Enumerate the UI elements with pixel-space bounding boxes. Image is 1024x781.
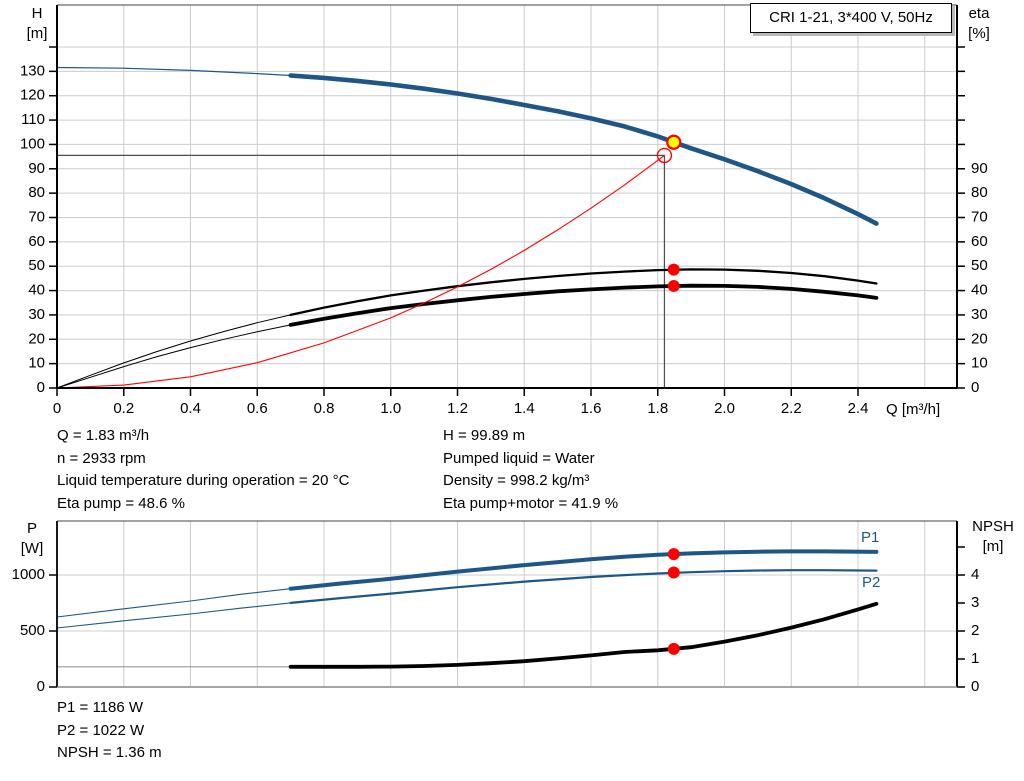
info-p2: P2 = 1022 W	[57, 721, 145, 739]
eta-operating-dot	[667, 279, 680, 292]
q-tick-label: 0.4	[180, 400, 201, 417]
h-axis-header-line1: H	[31, 5, 43, 22]
eta-tick-label: 0	[971, 379, 979, 396]
npsh-axis-header-line1: NPSH	[972, 518, 1014, 535]
npsh-tick-label: 0	[971, 678, 979, 695]
power-npsh-info: P1 = 1186 W P2 = 1022 W NPSH = 1.36 m	[57, 697, 162, 765]
operating-dot-P	[667, 566, 680, 579]
q-tick-label: 0.6	[247, 400, 268, 417]
p-tick-label: 0	[37, 678, 45, 695]
h-tick-label: 80	[28, 184, 45, 201]
h-tick-label: 130	[20, 62, 45, 79]
eta-tick-label: 60	[971, 233, 988, 250]
curve-QH	[288, 73, 879, 226]
npsh-axis-header-line2: [m]	[982, 538, 1004, 555]
h-tick-label: 30	[28, 306, 45, 323]
q-tick-label: 1.6	[581, 400, 602, 417]
curve-P2-thin	[56, 602, 292, 629]
eta-tick-label: 30	[971, 306, 988, 323]
eta-tick-label: 20	[971, 330, 988, 347]
q-tick-label: 2.0	[714, 400, 735, 417]
eta-tick-label: 80	[971, 184, 988, 201]
h-tick-label: 60	[28, 233, 45, 250]
h-tick-label: 0	[37, 379, 45, 396]
q-tick-label: 1.0	[380, 400, 401, 417]
eta-tick-label: 40	[971, 282, 988, 299]
h-tick-label: 100	[20, 135, 45, 152]
duty-point-open-circle	[656, 147, 673, 164]
curve-P1-thin	[56, 588, 292, 618]
q-tick-label: 0.8	[314, 400, 335, 417]
curve-system-curve	[56, 154, 665, 389]
curve-P2	[289, 569, 878, 605]
curve-eta-pump	[289, 268, 878, 317]
info-npsh: NPSH = 1.36 m	[57, 744, 162, 761]
eta-axis-header-line1: eta	[968, 5, 990, 22]
q-axis-label: Q [m³/h]	[886, 401, 941, 418]
q-tick-label: 1.8	[647, 400, 668, 417]
info-p1: P1 = 1186 W	[57, 699, 144, 716]
curve-eta-pump-motor	[288, 283, 879, 327]
curve-eta-pump-thin	[56, 314, 292, 389]
info-density: Density = 998.2 kg/m³	[443, 472, 590, 489]
p-axis-header: P [W]	[13, 519, 51, 559]
h-tick-label: 120	[20, 87, 45, 104]
h-tick-label: 20	[28, 330, 45, 347]
q-tick-label: 1.2	[447, 400, 468, 417]
p-tick-label: 500	[20, 622, 45, 639]
eta-tick-label: 10	[971, 355, 988, 372]
h-tick-label: 90	[28, 160, 45, 177]
npsh-tick-label: 3	[971, 594, 979, 611]
h-axis-header-line2: [m]	[26, 25, 48, 42]
p2-curve-label: P2	[862, 574, 881, 591]
curve-QH-thin	[56, 66, 292, 77]
duty-point-info-left: Q = 1.83 m³/h n = 2933 rpm Liquid temper…	[57, 425, 349, 515]
h-tick-label: 70	[28, 208, 45, 225]
npsh-tick-label: 1	[971, 650, 979, 667]
pump-type-box: CRI 1-21, 3*400 V, 50Hz	[750, 3, 952, 33]
p-axis-header-line1: P	[26, 520, 37, 537]
q-tick-label: 1.4	[514, 400, 535, 417]
info-head: H = 99.89 m	[443, 427, 526, 444]
curve-eta-pump-motor-thin	[56, 324, 292, 389]
eta-axis-header: eta [%]	[958, 4, 1000, 44]
h-axis-header: H [m]	[19, 4, 55, 44]
eta-axis-header-line2: [%]	[968, 25, 990, 42]
p1-curve-label: P1	[861, 529, 880, 546]
info-eta-pump: Eta pump = 48.6 %	[57, 494, 185, 512]
operating-dot-P	[667, 548, 680, 561]
duty-point-info-right: H = 99.89 m Pumped liquid = Water Densit…	[443, 425, 618, 515]
eta-tick-label: 50	[971, 257, 988, 274]
curve-NPSH	[288, 601, 879, 669]
info-speed: n = 2933 rpm	[57, 449, 146, 467]
duty-point-on-curve	[666, 134, 682, 150]
npsh-tick-label: 2	[971, 622, 979, 639]
info-eta-pump-motor: Eta pump+motor = 41.9 %	[443, 494, 619, 512]
q-tick-label: 0	[53, 400, 61, 417]
q-tick-label: 0.2	[113, 400, 134, 417]
operating-dot-N	[667, 642, 680, 655]
h-tick-label: 50	[28, 257, 45, 274]
npsh-tick-label: 4	[971, 566, 979, 583]
q-tick-label: 2.2	[781, 400, 802, 417]
eta-tick-label: 90	[971, 160, 988, 177]
npsh-axis-header: NPSH [m]	[962, 517, 1024, 557]
curve-P1	[288, 549, 879, 591]
q-tick-label: 2.4	[848, 400, 869, 417]
p-axis-header-line2: [W]	[20, 540, 44, 557]
p-tick-label: 1000	[12, 566, 45, 583]
info-pumped-liquid: Pumped liquid = Water	[443, 449, 595, 467]
info-q: Q = 1.83 m³/h	[57, 427, 150, 444]
h-tick-label: 10	[28, 355, 45, 372]
info-liquid-temp: Liquid temperature during operation = 20…	[57, 472, 350, 489]
h-tick-label: 40	[28, 282, 45, 299]
eta-tick-label: 70	[971, 208, 988, 225]
h-tick-label: 110	[21, 111, 45, 128]
eta-operating-dot	[667, 263, 680, 276]
